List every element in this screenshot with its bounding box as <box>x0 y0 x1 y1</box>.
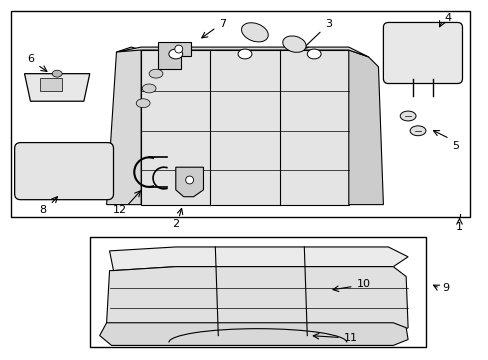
Text: 3: 3 <box>325 19 332 30</box>
Text: 2: 2 <box>172 219 179 229</box>
Text: 1: 1 <box>455 222 462 232</box>
Text: 7: 7 <box>218 19 225 30</box>
Bar <box>11 11 469 217</box>
Polygon shape <box>348 50 383 204</box>
Polygon shape <box>100 323 407 345</box>
Ellipse shape <box>136 99 150 108</box>
Polygon shape <box>106 47 141 204</box>
Ellipse shape <box>306 49 321 59</box>
Polygon shape <box>141 50 348 204</box>
Text: 8: 8 <box>39 204 46 215</box>
FancyBboxPatch shape <box>383 22 462 84</box>
Bar <box>41 78 62 91</box>
Text: 9: 9 <box>441 283 448 293</box>
Text: 11: 11 <box>343 333 357 342</box>
Polygon shape <box>24 74 90 101</box>
Polygon shape <box>106 267 407 336</box>
Ellipse shape <box>174 45 183 53</box>
Text: 12: 12 <box>112 204 126 215</box>
FancyBboxPatch shape <box>15 143 113 200</box>
Polygon shape <box>158 42 190 69</box>
Ellipse shape <box>142 84 156 93</box>
Bar <box>90 237 425 347</box>
Ellipse shape <box>241 23 268 42</box>
Polygon shape <box>116 47 368 57</box>
Text: 6: 6 <box>27 54 34 64</box>
Text: 4: 4 <box>443 13 450 23</box>
Ellipse shape <box>52 70 62 77</box>
Ellipse shape <box>168 49 183 59</box>
Ellipse shape <box>185 176 193 184</box>
Ellipse shape <box>149 69 163 78</box>
Text: 5: 5 <box>451 140 458 150</box>
Ellipse shape <box>409 126 425 136</box>
Polygon shape <box>109 247 407 271</box>
Ellipse shape <box>282 36 305 52</box>
Ellipse shape <box>399 111 415 121</box>
Text: 10: 10 <box>356 279 370 289</box>
Polygon shape <box>175 167 203 197</box>
Ellipse shape <box>238 49 251 59</box>
